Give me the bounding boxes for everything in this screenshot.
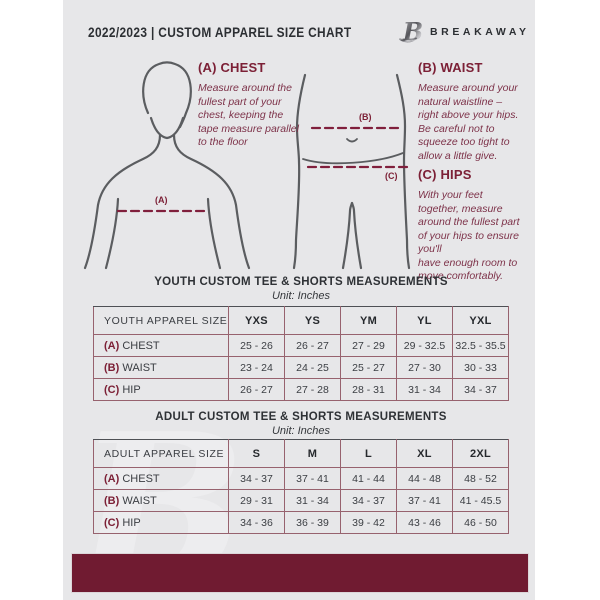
row-label-waist: (B) WAIST (93, 489, 229, 512)
youth-table-title: YOUTH CUSTOM TEE & SHORTS MEASUREMENTS (154, 276, 448, 288)
table-cell: 31 - 34 (284, 489, 341, 512)
size-header-yxl: YXL (452, 306, 509, 335)
size-header-m: M (284, 439, 341, 468)
size-header-xl: XL (396, 439, 453, 468)
youth-hip-row: (C) HIP 26 - 27 27 - 28 28 - 31 31 - 34 … (93, 378, 509, 401)
youth-chest-row: (A) CHEST 25 - 26 26 - 27 27 - 29 29 - 3… (93, 334, 509, 357)
table-cell: 44 - 48 (396, 467, 453, 490)
hips-heading: (C) HIPS (418, 167, 472, 182)
table-cell: 34 - 37 (228, 467, 285, 490)
chest-instructions: (A) CHEST Measure around the fullest par… (198, 60, 320, 150)
table-cell: 36 - 39 (284, 511, 341, 534)
table-cell: 31 - 34 (396, 378, 453, 401)
row-label-hip: (C) HIP (93, 378, 229, 401)
table-cell: 39 - 42 (340, 511, 397, 534)
waist-body-text: Measure around your natural waistline – … (418, 82, 519, 162)
size-header-2xl: 2XL (452, 439, 509, 468)
table-cell: 25 - 26 (228, 334, 285, 357)
table-cell: 34 - 37 (340, 489, 397, 512)
table-cell: 46 - 50 (452, 511, 509, 534)
table-cell: 37 - 41 (284, 467, 341, 490)
row-label-chest: (A) CHEST (93, 467, 229, 490)
waist-instructions: (B) WAIST Measure around your natural wa… (418, 60, 532, 163)
waist-line-label: (B) (359, 112, 372, 122)
table-cell: 29 - 32.5 (396, 334, 453, 357)
adult-table-title: ADULT CUSTOM TEE & SHORTS MEASUREMENTS (155, 411, 447, 423)
adult-header-row: ADULT APPAREL SIZE S M L XL 2XL (93, 439, 509, 468)
row-label-hip: (C) HIP (93, 511, 229, 534)
brand-name: BREAKAWAY (429, 26, 530, 38)
upper-body-figure (83, 61, 251, 270)
table-cell: 43 - 46 (396, 511, 453, 534)
size-header-s: S (228, 439, 285, 468)
brand-lockup: B BREAKAWAY (398, 19, 530, 46)
row-label-waist: (B) WAIST (93, 356, 229, 379)
chest-body-text: Measure around the fullest part of your … (198, 82, 299, 148)
poster-page: 2022/2023 | CUSTOM APPAREL SIZE CHART B … (63, 0, 535, 600)
svg-text:B: B (402, 19, 423, 46)
size-header-yxs: YXS (228, 306, 285, 335)
adult-size-table: ADULT APPAREL SIZE S M L XL 2XL (A) CHES… (93, 439, 509, 534)
page-title: 2022/2023 | CUSTOM APPAREL SIZE CHART (88, 24, 352, 40)
adult-waist-row: (B) WAIST 29 - 31 31 - 34 34 - 37 37 - 4… (93, 489, 509, 512)
adult-header-label: ADULT APPAREL SIZE (93, 439, 229, 468)
table-cell: 29 - 31 (228, 489, 285, 512)
size-header-ys: YS (284, 306, 341, 335)
youth-header-row: YOUTH APPAREL SIZE YXS YS YM YL YXL (93, 306, 509, 335)
adult-table-unit: Unit: Inches (271, 425, 331, 437)
waist-heading: (B) WAIST (418, 60, 483, 75)
hips-instructions: (C) HIPS With your feet together, measur… (418, 167, 532, 284)
size-header-l: L (340, 439, 397, 468)
table-cell: 41 - 45.5 (452, 489, 509, 512)
table-cell: 48 - 52 (452, 467, 509, 490)
table-cell: 27 - 29 (340, 334, 397, 357)
youth-header-label: YOUTH APPAREL SIZE (93, 306, 229, 335)
youth-waist-row: (B) WAIST 23 - 24 24 - 25 25 - 27 27 - 3… (93, 356, 509, 379)
table-cell: 32.5 - 35.5 (452, 334, 509, 357)
hips-body-text: With your feet together, measure around … (418, 189, 520, 282)
chest-line-label: (A) (155, 195, 168, 205)
youth-size-table: YOUTH APPAREL SIZE YXS YS YM YL YXL (A) … (93, 306, 509, 401)
table-cell: 24 - 25 (284, 356, 341, 379)
table-cell: 41 - 44 (340, 467, 397, 490)
table-cell: 34 - 36 (228, 511, 285, 534)
table-cell: 27 - 28 (284, 378, 341, 401)
hip-line-label: (C) (385, 171, 398, 181)
table-cell: 27 - 30 (396, 356, 453, 379)
table-cell: 30 - 33 (452, 356, 509, 379)
body-measurement-diagram (83, 61, 411, 270)
chest-heading: (A) CHEST (198, 60, 266, 75)
table-cell: 25 - 27 (340, 356, 397, 379)
row-label-chest: (A) CHEST (93, 334, 229, 357)
table-cell: 23 - 24 (228, 356, 285, 379)
breakaway-logo-icon: B (398, 19, 423, 46)
adult-chest-row: (A) CHEST 34 - 37 37 - 41 41 - 44 44 - 4… (93, 467, 509, 490)
table-cell: 26 - 27 (284, 334, 341, 357)
lower-body-figure (292, 73, 411, 270)
table-cell: 28 - 31 (340, 378, 397, 401)
header: 2022/2023 | CUSTOM APPAREL SIZE CHART B … (88, 19, 526, 46)
youth-table-unit: Unit: Inches (271, 290, 331, 302)
table-cell: 26 - 27 (228, 378, 285, 401)
adult-hip-row: (C) HIP 34 - 36 36 - 39 39 - 42 43 - 46 … (93, 511, 509, 534)
table-cell: 34 - 37 (452, 378, 509, 401)
table-cell: 37 - 41 (396, 489, 453, 512)
footer-accent-bar (72, 554, 528, 592)
size-header-yl: YL (396, 306, 453, 335)
size-header-ym: YM (340, 306, 397, 335)
